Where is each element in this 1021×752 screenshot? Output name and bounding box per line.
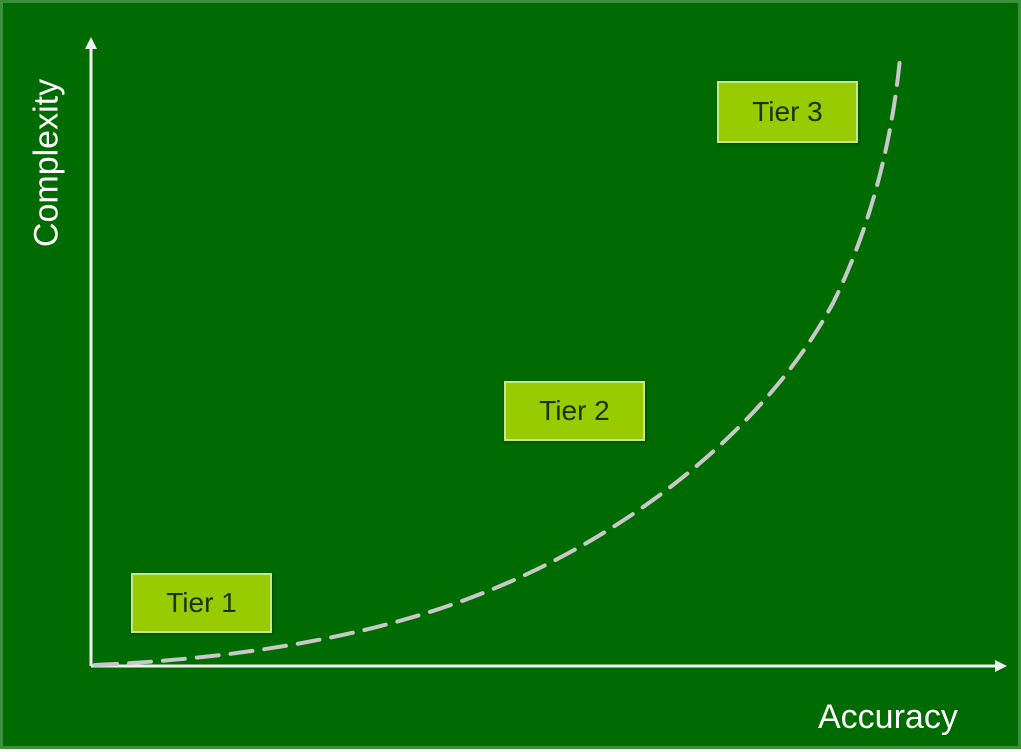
y-axis-label: Complexity [27,78,66,248]
complexity-curve [93,56,902,667]
tier-2-box: Tier 2 [504,381,645,441]
tier-1-label: Tier 1 [166,587,237,618]
tier-3-box: Tier 3 [717,81,858,143]
x-axis-label: Accuracy [818,698,958,736]
tier-3-label: Tier 3 [752,96,823,127]
tier-2-label: Tier 2 [539,395,610,426]
diagram-canvas [85,37,1007,672]
tier-1-box: Tier 1 [131,573,272,633]
